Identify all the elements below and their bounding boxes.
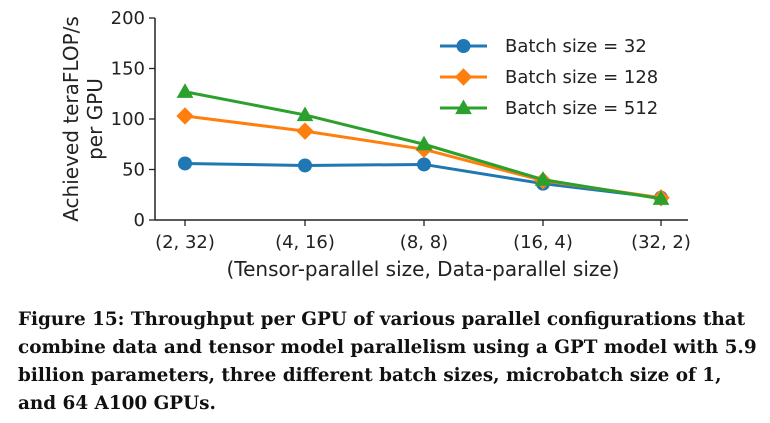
y-ticks: 0 50 100 150 200	[111, 8, 155, 231]
legend-label: Batch size = 32	[505, 36, 647, 57]
legend-entry: Batch size = 32	[440, 36, 647, 57]
data-point	[296, 106, 314, 122]
x-axis-label: (Tensor-parallel size, Data-parallel siz…	[227, 257, 620, 281]
y-tick-label: 200	[111, 8, 145, 29]
x-tick-label: (32, 2)	[631, 232, 691, 253]
x-tick-label: (2, 32)	[155, 232, 215, 253]
y-axis-label-line: Achieved teraFLOP/s	[59, 16, 83, 222]
data-point	[415, 135, 433, 151]
y-tick-label: 50	[122, 160, 145, 181]
legend-entry: Batch size = 128	[440, 67, 658, 88]
x-tick-label: (4, 16)	[275, 232, 335, 253]
legend-label: Batch size = 512	[505, 98, 658, 119]
legend-label: Batch size = 128	[505, 67, 658, 88]
figure-caption: Figure 15: Throughput per GPU of various…	[18, 309, 757, 414]
data-point	[176, 107, 194, 125]
data-point	[417, 157, 431, 172]
legend-marker	[456, 39, 471, 53]
data-point	[296, 122, 314, 140]
series-2	[176, 83, 670, 205]
data-point	[652, 190, 670, 205]
y-tick-label: 100	[111, 109, 145, 130]
y-axis-label-line: per GPU	[83, 78, 107, 160]
y-tick-label: 0	[134, 210, 145, 231]
legend-entry: Batch size = 512	[440, 98, 658, 119]
series-group	[176, 83, 670, 207]
x-tick-label: (8, 8)	[400, 232, 448, 253]
y-axis-label: Achieved teraFLOP/sper GPU	[59, 16, 107, 222]
series-0	[178, 156, 668, 205]
y-tick-label: 150	[111, 59, 145, 80]
data-point	[298, 158, 312, 173]
data-point	[534, 171, 552, 186]
x-ticks: (2, 32) (4, 16) (8, 8) (16, 4) (32, 2)	[155, 220, 691, 253]
legend-marker	[455, 99, 472, 115]
x-tick-label: (16, 4)	[513, 232, 573, 253]
legend-marker	[454, 68, 473, 86]
throughput-line-chart: 0 50 100 150 200 (2, 32) (4, 16) (8, 8) (16, 4)…	[59, 8, 691, 281]
data-point	[178, 156, 192, 171]
legend: Batch size = 32 Batch size = 128 Batch siz…	[440, 36, 658, 119]
data-point	[176, 83, 194, 98]
